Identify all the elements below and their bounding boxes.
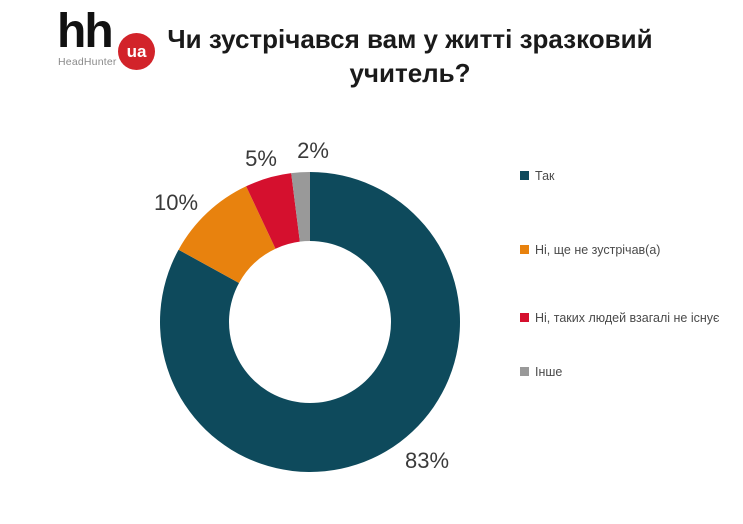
headhunter-logo: hh ua HeadHunter [57,8,167,70]
donut-segment [246,173,300,249]
legend-swatch [520,367,529,377]
donut-segment [178,186,276,283]
chart-legend: Так Ні, ще не зустрічав(а) Ні, таких люд… [520,167,728,382]
legend-swatch [520,312,529,322]
logo-ua-text: ua [126,41,147,61]
legend-label: Інше [535,365,563,380]
donut-chart [159,172,460,473]
data-label-tak: 83% [404,448,450,473]
legend-item-ni-shche: Ні, ще не зустрічав(а) [520,241,728,260]
legend-label: Ні, ще не зустрічав(а) [535,242,661,257]
chart-title: Чи зустрічався вам у житті зразковий учи… [167,24,653,89]
legend-item-tak: Так [520,167,728,186]
legend-item-inshe: Інше [520,363,728,382]
logo-ua-badge: ua [118,33,155,70]
logo-subtitle: HeadHunter [58,56,117,68]
legend-swatch [520,171,529,180]
legend-label: Ні, таких людей взагалі не існує [535,310,720,325]
data-label-inshe: 2% [297,138,329,163]
logo-hh-text: hh [57,5,114,58]
legend-item-ni-takykh: Ні, таких людей взагалі не існує [520,309,728,328]
legend-label: Так [535,169,555,183]
donut-segment [159,172,460,473]
donut-segment [291,172,310,242]
data-label-ni-takykh: 5% [245,146,277,171]
data-label-ni-shche: 10% [153,190,199,215]
legend-swatch [520,244,529,254]
